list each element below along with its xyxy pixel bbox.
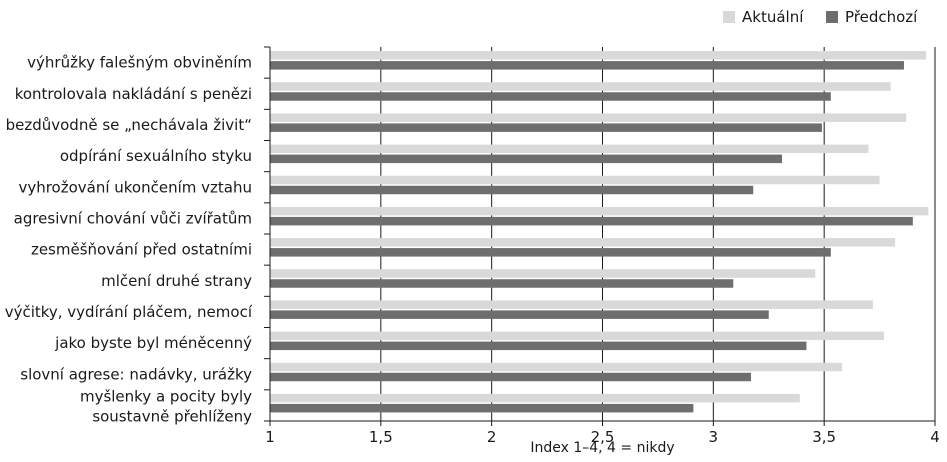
bar	[270, 216, 913, 226]
category-label: odpírání sexuálního styku	[60, 147, 252, 165]
bar	[270, 123, 822, 132]
bar	[270, 362, 842, 372]
bar	[270, 154, 783, 164]
bar	[270, 310, 769, 319]
legend-label-aktualni: Aktuální	[742, 8, 804, 26]
bar	[270, 279, 734, 288]
category-label: agresivní chování vůči zvířatům	[14, 209, 252, 227]
bar	[270, 185, 754, 195]
bar	[270, 372, 752, 382]
category-label: kontrolovala nakládání s penězi	[15, 85, 252, 103]
legend: Aktuální Předchozí	[723, 8, 918, 26]
bar	[270, 248, 831, 257]
axes	[264, 46, 936, 426]
legend-swatch-aktualni	[723, 11, 735, 23]
bar	[270, 238, 896, 247]
x-tick-label: 1,5	[369, 428, 393, 446]
bar	[270, 175, 880, 185]
bar	[270, 206, 929, 216]
category-label: bezdůvodně se „nechávala živit“	[6, 116, 252, 134]
x-tick-label: 3,5	[812, 428, 836, 446]
x-tick-label: 2	[487, 428, 497, 446]
grid-lines	[380, 47, 936, 421]
bar	[270, 61, 904, 70]
bars	[270, 51, 929, 413]
bar	[270, 403, 694, 413]
x-axis-title: Index 1–4, 4 = nikdy	[530, 440, 674, 456]
bar	[270, 393, 800, 403]
bar	[270, 82, 891, 91]
category-labels: výhrůžky falešným obviněním kontrolovala …	[5, 54, 253, 426]
x-tick-label: 1	[265, 428, 275, 446]
x-tick-label: 3	[709, 428, 719, 446]
category-label: jako byste byl méněcenný	[54, 334, 252, 352]
legend-swatch-predchozi	[826, 11, 838, 23]
category-label: mlčení druhé strany	[101, 272, 252, 290]
bar	[270, 113, 907, 122]
x-tick-label: 4	[930, 428, 940, 446]
bar	[270, 331, 885, 341]
bar	[270, 51, 927, 60]
category-label: slovní agrese: nadávky, urážky	[20, 365, 252, 383]
bar	[270, 269, 816, 278]
bar	[270, 300, 873, 309]
category-label: výčitky, vydírání pláčem, nemocí	[5, 303, 253, 321]
bar	[270, 144, 869, 154]
bar	[270, 92, 831, 101]
x-tick-label: 2,5	[591, 428, 615, 446]
tick-labels: 1 1,5 2 2,5 3 3,5 4	[265, 428, 940, 446]
bar	[270, 341, 807, 351]
category-label: výhrůžky falešným obviněním	[27, 54, 252, 72]
category-label: myšlenky a pocity byly soustavně přehlíže…	[80, 387, 252, 425]
legend-label-predchozi: Předchozí	[845, 8, 918, 26]
category-label: vyhrožování ukončením vztahu	[18, 178, 252, 196]
category-label: zesměšňování před ostatními	[31, 241, 252, 259]
